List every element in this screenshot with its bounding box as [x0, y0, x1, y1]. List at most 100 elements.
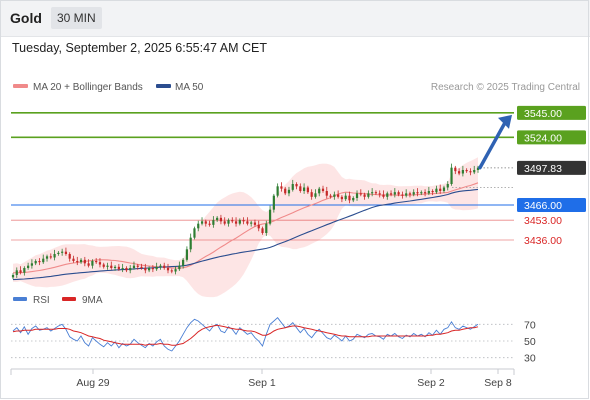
legend-ma50-label: MA 50: [175, 82, 204, 93]
legend-swatch-9ma: [62, 297, 76, 301]
candle: [284, 188, 287, 194]
candle: [61, 251, 64, 253]
candle: [68, 254, 71, 259]
candle: [423, 192, 427, 194]
candle: [295, 184, 298, 187]
candle: [374, 192, 378, 194]
candle: [238, 220, 241, 224]
candle: [276, 186, 279, 196]
candle: [333, 194, 336, 197]
candle: [200, 221, 204, 224]
rsi-tick-label: 50: [524, 336, 536, 348]
candle: [159, 265, 162, 267]
candle: [57, 252, 60, 254]
candle: [193, 228, 196, 238]
candle: [79, 259, 83, 263]
candle: [272, 195, 275, 210]
candle: [253, 222, 257, 225]
candle: [15, 270, 18, 275]
candle: [261, 228, 264, 233]
header-bar: Gold 30 MIN: [0, 0, 590, 37]
candle: [461, 170, 464, 174]
candle: [208, 223, 211, 225]
rsi-ma-line: [12, 324, 479, 346]
bollinger-band: [13, 157, 478, 298]
price-tag-support_minor: 3436.00: [524, 235, 562, 247]
candle: [242, 220, 245, 222]
candle: [166, 268, 170, 271]
x-axis-label: Sep 1: [248, 377, 276, 389]
candle: [340, 196, 344, 200]
candle: [408, 193, 412, 195]
candle: [287, 189, 291, 194]
candle: [268, 209, 272, 224]
candle: [442, 187, 446, 191]
candle: [216, 217, 219, 221]
rsi-line: [12, 317, 479, 352]
candle: [132, 265, 136, 268]
rsi-tick-label: 70: [524, 319, 536, 331]
candle: [476, 167, 480, 170]
candle: [189, 237, 192, 250]
candle: [117, 266, 120, 270]
rsi-tick-label: 30: [524, 353, 536, 365]
candle: [321, 188, 325, 191]
legend-swatch-rsi: [13, 297, 27, 301]
candle: [151, 268, 154, 270]
candle: [91, 261, 94, 266]
candle: [473, 170, 476, 173]
candle: [223, 221, 226, 224]
candle: [291, 184, 294, 190]
candle: [42, 258, 45, 263]
timeframe-tab[interactable]: 30 MIN: [51, 7, 102, 29]
candle: [435, 188, 438, 193]
candle: [348, 195, 351, 201]
candle: [337, 194, 340, 197]
candle: [76, 261, 79, 263]
candle: [163, 265, 166, 268]
candle: [416, 192, 419, 194]
candle: [363, 194, 366, 197]
legend-rsi-label: RSI: [33, 295, 50, 306]
legend-ma20-label: MA 20 + Bollinger Bands: [33, 82, 143, 93]
candle: [371, 192, 374, 194]
price-tag-support: 3466.00: [524, 200, 562, 212]
candle: [355, 193, 359, 198]
candle: [397, 192, 400, 195]
candle: [129, 268, 132, 271]
candle: [302, 187, 306, 191]
candle: [412, 192, 415, 195]
candle: [280, 186, 283, 189]
candle: [140, 266, 143, 268]
candle: [30, 263, 34, 266]
candle: [310, 192, 313, 197]
candle: [234, 221, 238, 224]
candle: [204, 221, 207, 224]
x-axis-label: Aug 29: [76, 377, 109, 389]
asset-title: Gold: [10, 10, 42, 26]
ma20-line: [12, 182, 479, 274]
candle: [219, 217, 223, 222]
candle: [352, 198, 355, 201]
candle: [182, 259, 185, 266]
candle: [439, 188, 442, 191]
candle: [95, 261, 98, 263]
x-axis-label: Sep 8: [484, 377, 512, 389]
candle: [389, 193, 393, 195]
candle: [87, 263, 90, 266]
candle: [113, 266, 117, 268]
candle: [98, 262, 102, 265]
forecast-arrow-head: [498, 114, 512, 129]
candle: [110, 265, 113, 268]
candle: [147, 268, 151, 271]
candle: [420, 192, 423, 194]
candle: [197, 223, 200, 229]
candle: [45, 256, 49, 259]
candle: [359, 193, 362, 195]
price-plot-area: 3545.00 3524.00 3497.83 3466.00 3453.00 3436.…: [11, 105, 586, 298]
candle: [265, 223, 268, 233]
candle: [246, 221, 249, 224]
candle: [102, 264, 105, 267]
candle: [457, 171, 461, 174]
